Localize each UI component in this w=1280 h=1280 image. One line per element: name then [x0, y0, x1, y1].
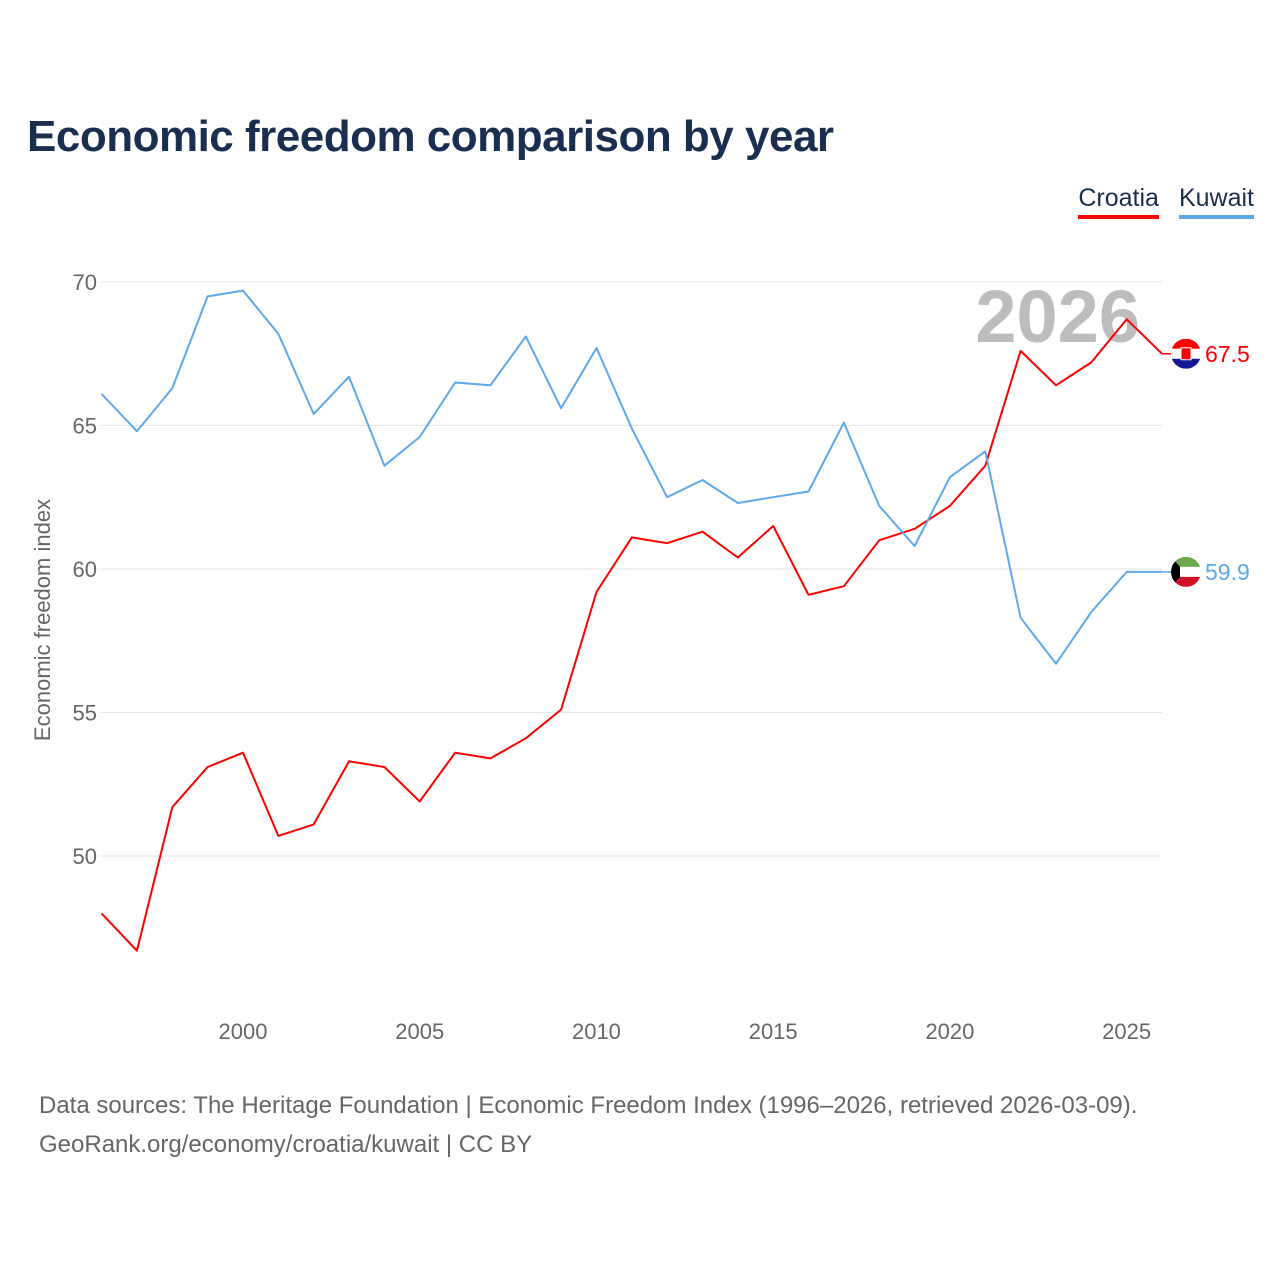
- y-tick-label: 55: [73, 701, 97, 726]
- legend-kuwait[interactable]: Kuwait: [1178, 184, 1254, 219]
- legend-croatia[interactable]: Croatia: [1078, 184, 1159, 219]
- legend: Croatia Kuwait: [1078, 184, 1254, 219]
- x-tick-label: 2025: [1102, 1019, 1151, 1044]
- y-tick-label: 70: [73, 270, 97, 295]
- source-line-2[interactable]: GeoRank.org/economy/croatia/kuwait | CC …: [39, 1131, 533, 1158]
- y-axis-label: Economic freedom index: [30, 499, 55, 741]
- x-tick-label: 2015: [749, 1019, 798, 1044]
- flag-kuwait-icon: [1171, 556, 1201, 587]
- y-tick-label: 60: [73, 557, 97, 582]
- flag-croatia-icon: [1171, 338, 1201, 369]
- x-tick-label: 2000: [219, 1019, 268, 1044]
- series-line-kuwait: [100, 289, 1162, 665]
- y-tick-label: 65: [73, 414, 97, 439]
- end-value-label: 67.5: [1205, 341, 1250, 367]
- x-tick-label: 2020: [925, 1019, 974, 1044]
- chart-title: Economic freedom comparison by year: [27, 112, 834, 161]
- x-tick-label: 2005: [395, 1019, 444, 1044]
- source-note: Data sources: The Heritage Foundation | …: [39, 1086, 1137, 1164]
- year-watermark: 2026: [975, 275, 1140, 358]
- end-value-label: 59.9: [1205, 559, 1250, 585]
- y-tick-label: 50: [73, 844, 97, 869]
- source-line-1: Data sources: The Heritage Foundation | …: [39, 1092, 1138, 1119]
- series-line-croatia: [100, 318, 1163, 952]
- x-tick-label: 2010: [572, 1019, 621, 1044]
